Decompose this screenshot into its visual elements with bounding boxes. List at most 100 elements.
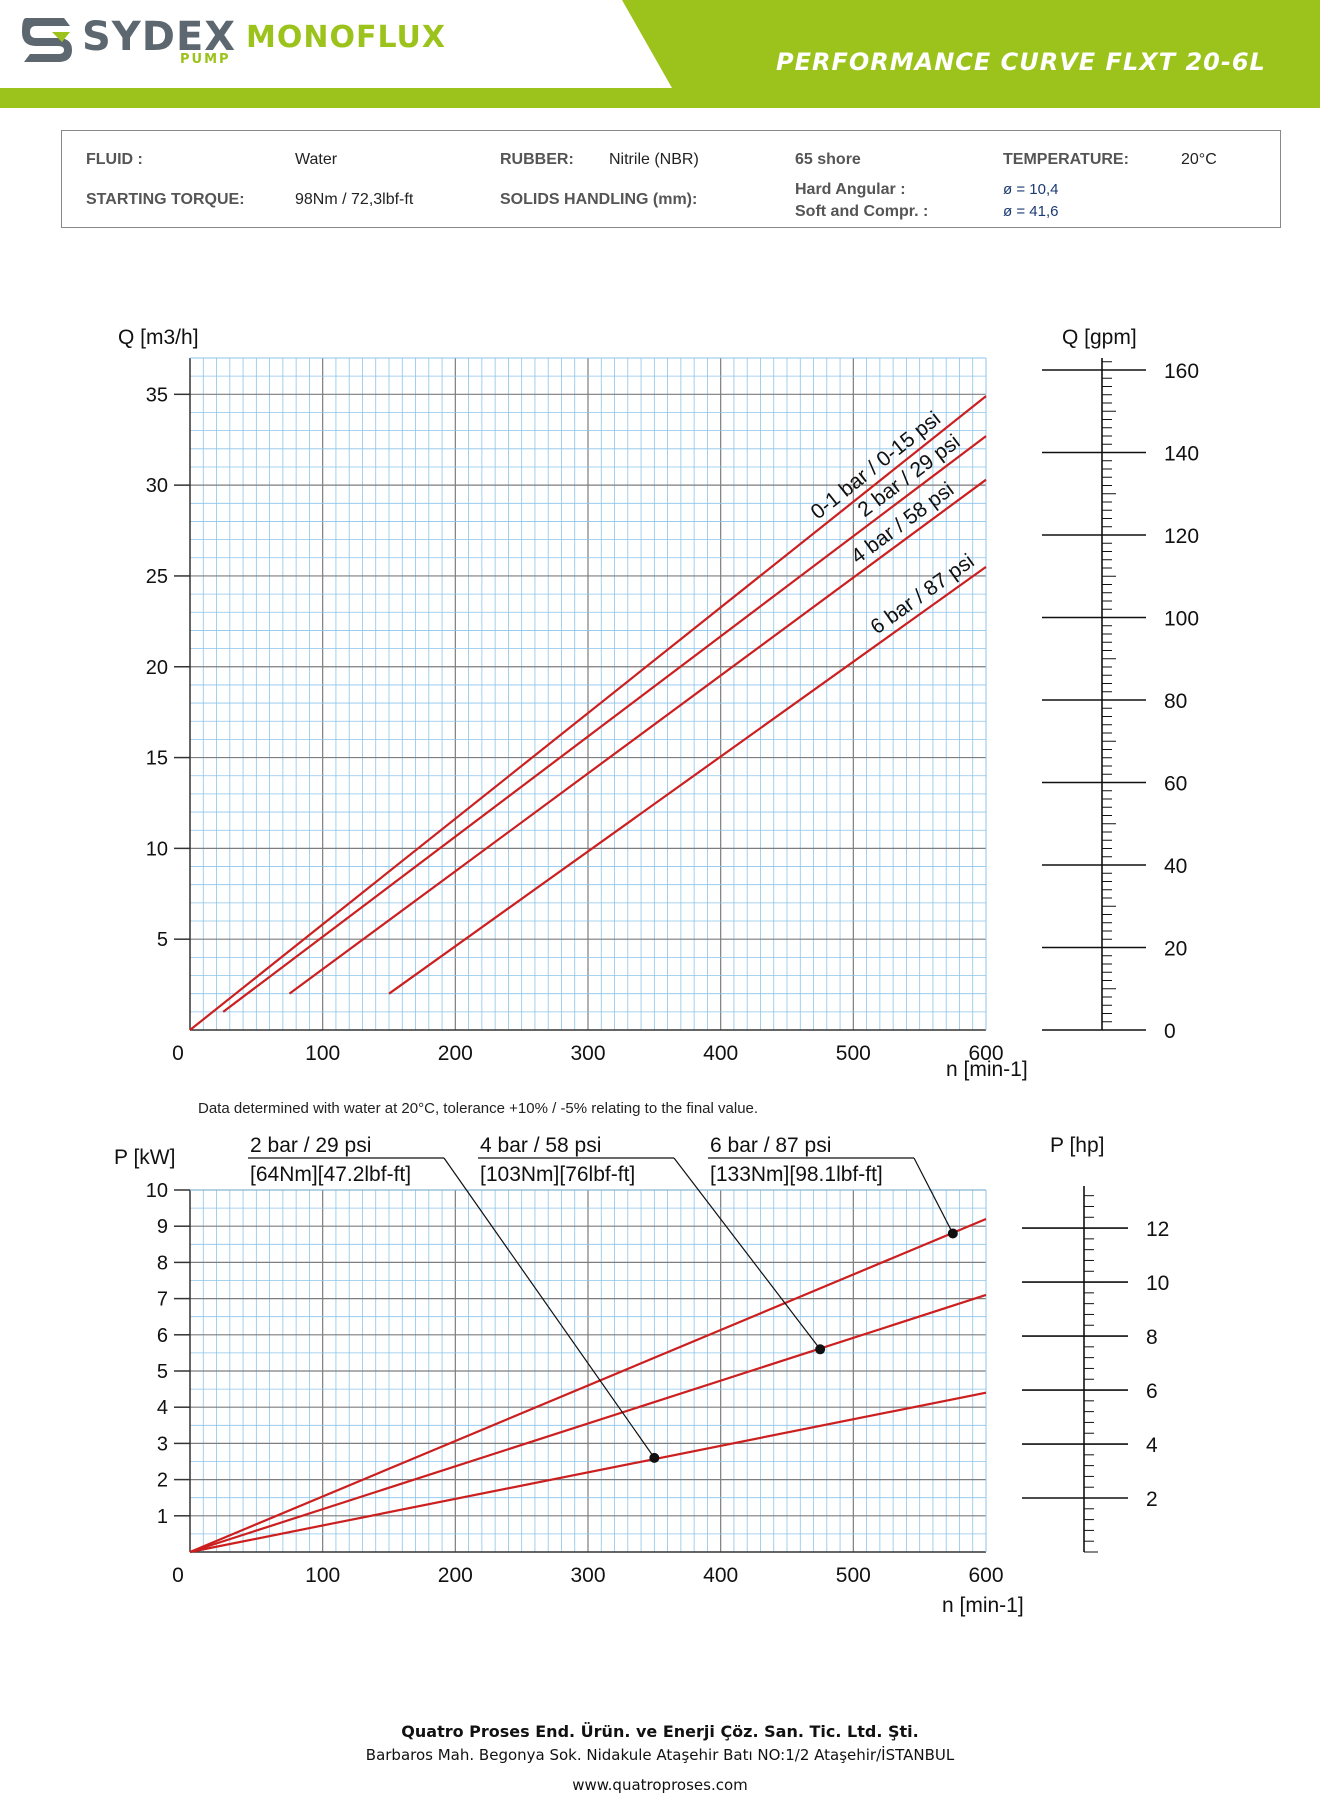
power-callout-leader-2 xyxy=(673,1157,821,1350)
power-series-label-3: 6 bar / 87 psi xyxy=(710,1134,831,1157)
flow-y-tick-label: 35 xyxy=(146,384,168,406)
flow-plot xyxy=(174,357,987,1031)
torque-label: STARTING TORQUE: xyxy=(86,191,245,208)
power-y2-tick-label: 4 xyxy=(1146,1434,1158,1457)
power-y2-tick-label: 8 xyxy=(1146,1326,1158,1349)
power-x-label: n [min-1] xyxy=(942,1594,1024,1617)
torque-value: 98Nm / 72,3lbf-ft xyxy=(295,191,414,208)
flow-x-tick-label: 100 xyxy=(305,1042,340,1065)
power-x-tick-label: 400 xyxy=(703,1564,738,1587)
power-callout-leader-3 xyxy=(913,1157,954,1234)
flow-series-line-4 xyxy=(388,565,987,995)
flow-y-tick-label: 5 xyxy=(157,929,168,951)
power-marker-3 xyxy=(947,1228,958,1239)
power-y2-tick-label: 2 xyxy=(1146,1488,1158,1511)
power-callout-leader-1 xyxy=(443,1157,655,1459)
flow-y2-tick-label: 140 xyxy=(1164,442,1199,465)
brand-name: SYDEX xyxy=(82,14,237,60)
fluid-value: Water xyxy=(295,151,338,168)
power-y2-label: P [hp] xyxy=(1050,1134,1105,1157)
flow-y2-tick-label: 80 xyxy=(1164,690,1187,713)
shore-value: 65 shore xyxy=(795,151,861,168)
flow-y-tick-label: 10 xyxy=(146,838,168,860)
fluid-label: FLUID : xyxy=(86,151,143,168)
flow-x-tick-label: 200 xyxy=(438,1042,473,1065)
flow-y2-label: Q [gpm] xyxy=(1062,326,1137,349)
flow-x-label: n [min-1] xyxy=(946,1058,1028,1081)
power-y-label: P [kW] xyxy=(114,1146,175,1169)
power-x-tick-label: 0 xyxy=(172,1564,184,1587)
power-x-tick-label: 300 xyxy=(570,1564,605,1587)
header-green-panel xyxy=(622,0,1320,108)
flow-y-tick-label: 20 xyxy=(146,657,168,679)
power-series-line-3 xyxy=(189,1217,987,1554)
power-series-torque-1: [64Nm][47.2lbf-ft] xyxy=(250,1163,411,1186)
spec-info-box: FLUID : Water RUBBER: Nitrile (NBR) 65 s… xyxy=(61,130,1281,228)
power-series-line-1 xyxy=(189,1391,987,1554)
flow-y-label: Q [m3/h] xyxy=(118,326,199,349)
power-y-tick-label: 3 xyxy=(157,1433,168,1455)
footer-web: www.quatroproses.com xyxy=(572,1776,748,1794)
hard-angular-value: ø = 10,4 xyxy=(1003,181,1059,198)
flow-x-tick-label: 400 xyxy=(703,1042,738,1065)
brand-pump-label: PUMP xyxy=(180,52,231,67)
power-series-label-1: 2 bar / 29 psi xyxy=(250,1134,371,1157)
power-plot xyxy=(174,1189,987,1553)
flow-y2-tick-label: 20 xyxy=(1164,937,1187,960)
power-y-tick-label: 2 xyxy=(157,1470,168,1492)
temperature-value: 20°C xyxy=(1181,151,1217,168)
flow-series-line-3 xyxy=(288,478,987,995)
power-series-torque-3: [133Nm][98.1lbf-ft] xyxy=(710,1163,883,1186)
soft-compr-label: Soft and Compr. : xyxy=(795,203,929,220)
flow-y-tick-label: 30 xyxy=(146,475,168,497)
flow-y2-tick-label: 60 xyxy=(1164,772,1187,795)
power-y-tick-label: 9 xyxy=(157,1216,168,1238)
flow-x-tick-label: 300 xyxy=(570,1042,605,1065)
power-y-tick-label: 10 xyxy=(146,1180,168,1202)
flow-x-tick-label: 0 xyxy=(172,1042,184,1065)
flow-series-line-1 xyxy=(189,395,987,1031)
footer-company: Quatro Proses End. Ürün. ve Enerji Çöz. … xyxy=(401,1722,919,1741)
flow-series-line-2 xyxy=(222,435,987,1013)
power-y-tick-label: 7 xyxy=(157,1289,168,1311)
power-y2-tick-label: 10 xyxy=(1146,1272,1169,1295)
power-marker-2 xyxy=(815,1344,826,1355)
power-y-tick-label: 4 xyxy=(157,1397,168,1419)
power-x-tick-label: 200 xyxy=(438,1564,473,1587)
flow-x-tick-label: 500 xyxy=(836,1042,871,1065)
tolerance-note: Data determined with water at 20°C, tole… xyxy=(198,1100,759,1117)
flow-y2-tick-label: 120 xyxy=(1164,525,1199,548)
power-y-tick-label: 5 xyxy=(157,1361,168,1383)
flow-y2-tick-label: 160 xyxy=(1164,360,1199,383)
power-series-torque-2: [103Nm][76lbf-ft] xyxy=(480,1163,635,1186)
flow-y2-tick-label: 0 xyxy=(1164,1020,1176,1043)
temperature-label: TEMPERATURE: xyxy=(1003,151,1129,168)
rubber-label: RUBBER: xyxy=(500,151,574,168)
power-y-tick-label: 8 xyxy=(157,1252,168,1274)
flow-y2-tick-label: 100 xyxy=(1164,607,1199,630)
power-series-label-2: 4 bar / 58 psi xyxy=(480,1134,601,1157)
power-x-tick-label: 500 xyxy=(836,1564,871,1587)
page-title: PERFORMANCE CURVE FLXT 20-6L xyxy=(776,48,1266,76)
power-y2-tick-label: 12 xyxy=(1146,1218,1169,1241)
sydex-s-logo-icon xyxy=(22,18,72,62)
power-y2-tick-label: 6 xyxy=(1146,1380,1158,1403)
power-y-tick-label: 6 xyxy=(157,1325,168,1347)
power-x-tick-label: 100 xyxy=(305,1564,340,1587)
power-y-tick-label: 1 xyxy=(157,1506,168,1528)
power-series-line-2 xyxy=(189,1293,987,1554)
solids-label: SOLIDS HANDLING (mm): xyxy=(500,191,698,208)
hard-angular-label: Hard Angular : xyxy=(795,181,906,198)
flow-y-tick-label: 15 xyxy=(146,748,168,770)
power-marker-1 xyxy=(649,1452,660,1463)
soft-compr-value: ø = 41,6 xyxy=(1003,203,1059,220)
flow-y2-tick-label: 40 xyxy=(1164,855,1187,878)
footer-address: Barbaros Mah. Begonya Sok. Nidakule Ataş… xyxy=(365,1746,955,1764)
flow-x-tick-label: 600 xyxy=(968,1042,1003,1065)
rubber-value: Nitrile (NBR) xyxy=(609,151,699,168)
brand-product: MONOFLUX xyxy=(246,20,446,55)
flow-y-tick-label: 25 xyxy=(146,566,168,588)
header-banner xyxy=(0,0,1320,108)
